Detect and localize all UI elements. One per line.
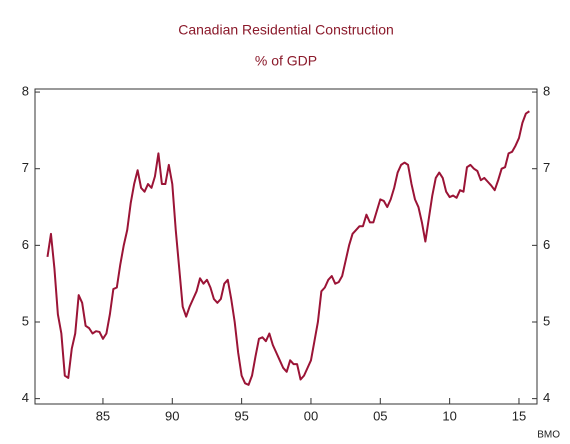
x-tick-label: 85 <box>96 408 110 423</box>
x-tick-label: 95 <box>234 408 248 423</box>
chart-title: Canadian Residential Construction <box>178 22 394 38</box>
x-tick-label: 15 <box>512 408 526 423</box>
y-tick-label: 8 <box>22 84 29 99</box>
chart-subtitle: % of GDP <box>255 53 317 69</box>
y2-tick-label: 4 <box>543 390 550 405</box>
y2-tick-label: 5 <box>543 313 550 328</box>
data-line <box>46 110 530 386</box>
y2-tick-label: 7 <box>543 160 550 175</box>
y-tick-label: 7 <box>22 160 29 175</box>
y2-tick-label: 6 <box>543 237 550 252</box>
y-tick-label: 5 <box>22 313 29 328</box>
x-tick-label: 90 <box>165 408 179 423</box>
x-tick-label: 10 <box>442 408 456 423</box>
x-tick-label: 05 <box>373 408 387 423</box>
y2-tick-label: 8 <box>543 84 550 99</box>
y-tick-label: 6 <box>22 237 29 252</box>
source: BMO <box>537 430 560 441</box>
x-tick-label: 00 <box>304 408 318 423</box>
y-tick-label: 4 <box>22 390 29 405</box>
plot-frame <box>34 88 538 405</box>
